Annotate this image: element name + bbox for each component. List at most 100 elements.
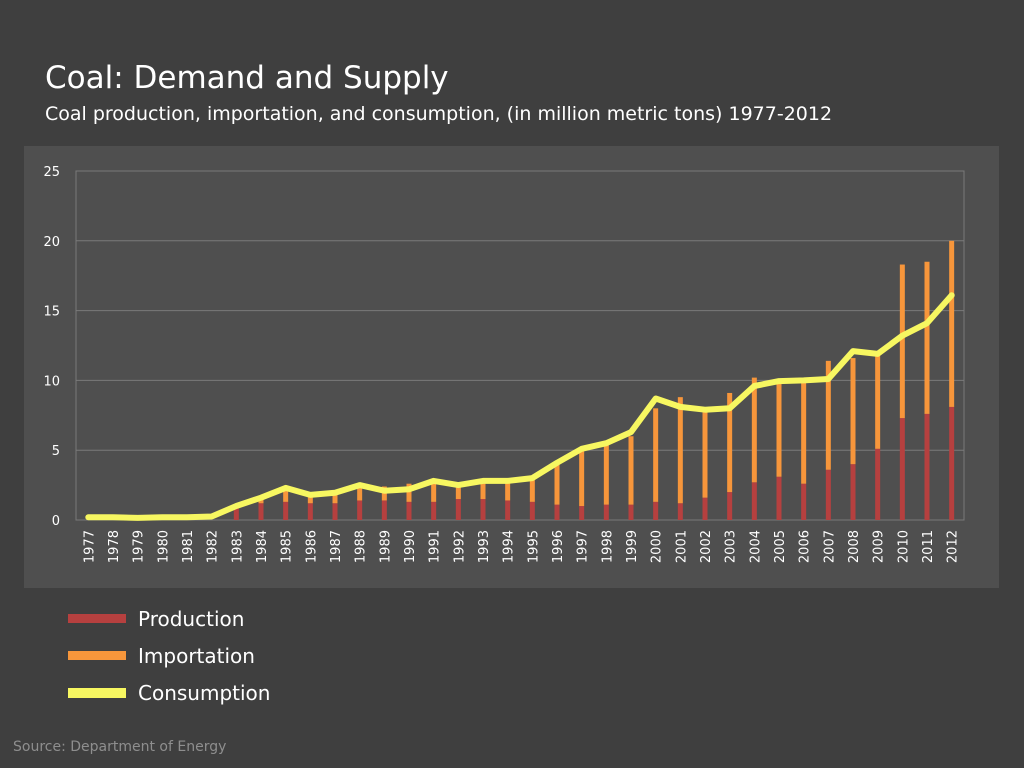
point-consumption-2008 — [852, 350, 854, 353]
bar-production-1997 — [579, 506, 585, 520]
point-consumption-1988 — [358, 484, 361, 487]
x-tick-label-1990: 1990 — [403, 530, 418, 563]
x-tick-label-1986: 1986 — [304, 530, 319, 563]
x-tick-label-1982: 1982 — [206, 530, 221, 563]
point-consumption-1999 — [630, 431, 632, 434]
bar-production-2006 — [801, 483, 807, 520]
legend-label-production: Production — [138, 606, 245, 631]
legend-swatch-importation — [68, 651, 126, 660]
bar-importation-2005 — [776, 381, 782, 477]
legend-label-consumption: Consumption — [138, 680, 271, 705]
x-tick-label-1996: 1996 — [551, 530, 566, 563]
x-tick-label-1984: 1984 — [255, 530, 270, 563]
legend-swatch-production — [68, 614, 126, 623]
x-tick-label-1977: 1977 — [82, 530, 97, 563]
point-consumption-1987 — [334, 491, 336, 494]
bar-importation-1991 — [431, 482, 437, 502]
bar-importation-1986 — [307, 494, 313, 504]
bar-production-1993 — [480, 499, 486, 520]
x-tick-label-1995: 1995 — [526, 530, 541, 563]
x-tick-label-2003: 2003 — [724, 530, 739, 563]
bar-importation-2009 — [875, 352, 881, 449]
bar-production-2007 — [825, 469, 831, 520]
point-consumption-1998 — [605, 442, 608, 445]
y-tick-label-5: 5 — [52, 444, 60, 459]
x-tick-label-1999: 1999 — [625, 530, 640, 563]
x-tick-label-2012: 2012 — [946, 530, 961, 563]
point-consumption-2005 — [778, 380, 780, 383]
bar-importation-2003 — [727, 392, 733, 493]
y-tick-label-20: 20 — [43, 235, 60, 250]
bar-importation-2008 — [850, 358, 856, 465]
x-tick-label-2008: 2008 — [847, 530, 862, 563]
bar-production-2004 — [751, 482, 757, 520]
point-consumption-2006 — [802, 379, 805, 382]
bar-importation-1992 — [455, 485, 461, 500]
bar-production-1985 — [283, 501, 289, 520]
x-tick-label-2010: 2010 — [896, 530, 911, 563]
x-tick-label-2002: 2002 — [699, 530, 714, 563]
bar-production-2001 — [677, 503, 683, 520]
x-tick-label-1985: 1985 — [280, 530, 295, 563]
bar-importation-2007 — [825, 360, 831, 470]
bar-production-1999 — [628, 504, 634, 520]
x-tick-label-1978: 1978 — [107, 530, 122, 563]
point-consumption-1979 — [136, 516, 139, 519]
point-consumption-1994 — [506, 479, 509, 482]
bar-production-1990 — [406, 501, 412, 520]
bar-production-1994 — [505, 500, 511, 520]
x-tick-label-1988: 1988 — [354, 530, 369, 563]
bar-importation-1994 — [505, 480, 511, 501]
point-consumption-2007 — [827, 378, 830, 381]
x-tick-label-2000: 2000 — [650, 530, 665, 563]
x-tick-label-2009: 2009 — [872, 530, 887, 563]
bar-importation-2011 — [924, 261, 930, 414]
x-tick-label-1998: 1998 — [600, 530, 615, 563]
bar-importation-2001 — [677, 397, 683, 504]
legend-item-consumption: Consumption — [68, 674, 270, 711]
point-consumption-1993 — [482, 479, 484, 482]
point-consumption-2009 — [876, 352, 879, 355]
point-consumption-2000 — [654, 397, 657, 400]
point-consumption-2010 — [901, 334, 904, 337]
bar-production-1983 — [233, 507, 239, 520]
bar-production-1989 — [381, 500, 387, 520]
x-tick-label-2006: 2006 — [798, 530, 813, 563]
legend: Production Importation Consumption — [68, 600, 270, 711]
chart-subtitle: Coal production, importation, and consum… — [45, 103, 833, 125]
bar-importation-1987 — [332, 493, 338, 504]
x-tick-label-1997: 1997 — [576, 530, 591, 563]
point-consumption-1982 — [210, 515, 213, 518]
bar-importation-2012 — [949, 240, 955, 407]
y-tick-label-15: 15 — [43, 305, 60, 320]
point-consumption-1995 — [531, 477, 534, 480]
chart-panel: 0 5 10 15 20 25 1977 1978 1979 1980 1981 1982 1983 19… — [24, 146, 999, 588]
point-consumption-2004 — [753, 384, 756, 387]
bar-production-1984 — [258, 503, 264, 520]
bar-production-1987 — [332, 503, 338, 520]
point-consumption-1977 — [87, 516, 90, 519]
bar-production-1998 — [603, 504, 609, 520]
x-tick-label-1980: 1980 — [156, 530, 171, 563]
x-tick-label-1993: 1993 — [477, 530, 492, 563]
coal-chart: 0 5 10 15 20 25 1977 1978 1979 1980 1981 1982 1983 19… — [43, 165, 965, 563]
bar-importation-2002 — [702, 409, 708, 498]
bar-importation-2004 — [751, 377, 757, 483]
bar-importation-2006 — [801, 380, 807, 484]
bar-production-2011 — [924, 413, 930, 520]
bar-importation-2000 — [653, 408, 659, 502]
point-consumption-1985 — [284, 486, 287, 489]
bar-production-1992 — [455, 499, 461, 520]
point-consumption-1989 — [383, 489, 386, 492]
bar-importation-1996 — [554, 462, 560, 505]
bar-importation-2010 — [899, 264, 905, 419]
x-tick-label-1991: 1991 — [428, 530, 443, 563]
bar-production-2002 — [702, 497, 708, 520]
point-consumption-2003 — [728, 407, 731, 410]
point-consumption-1990 — [408, 488, 410, 491]
legend-item-production: Production — [68, 600, 270, 637]
line-consumption — [85, 292, 955, 521]
x-tick-label-1979: 1979 — [132, 530, 147, 563]
point-consumption-2002 — [704, 408, 706, 411]
x-tick-label-1992: 1992 — [452, 530, 467, 563]
